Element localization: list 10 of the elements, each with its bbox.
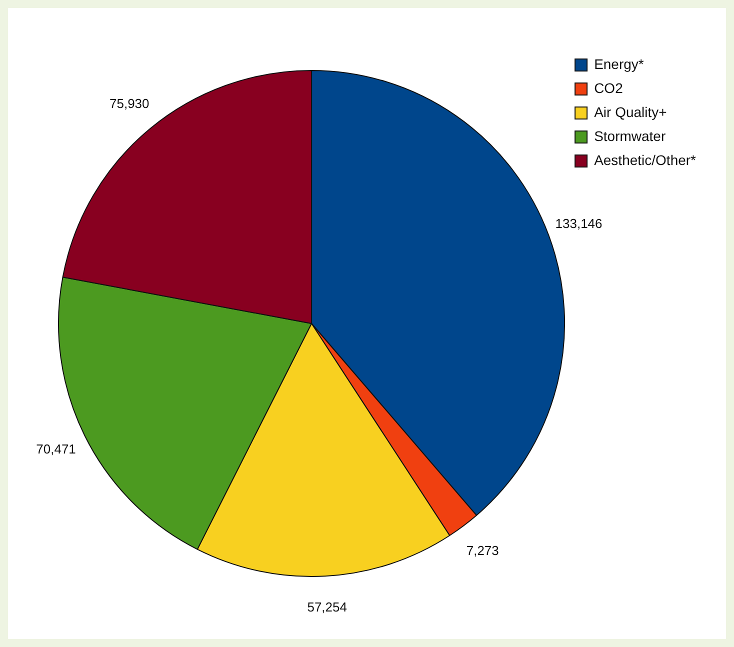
legend-label: CO2	[594, 80, 624, 96]
legend-label: Stormwater	[594, 128, 666, 144]
data-label: 70,471	[36, 441, 76, 456]
legend-label: Aesthetic/Other*	[594, 152, 697, 168]
data-label: 75,930	[109, 96, 150, 111]
data-label: 7,273	[466, 543, 499, 558]
legend-label: Energy*	[594, 56, 644, 72]
data-label: 57,254	[307, 600, 347, 615]
data-label: 133,146	[555, 216, 602, 231]
legend-label: Air Quality+	[594, 104, 667, 120]
